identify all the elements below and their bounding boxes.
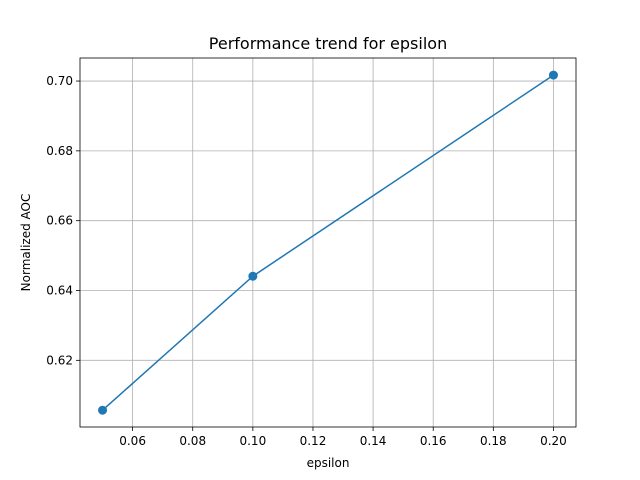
x-tick-label: 0.10 [239,434,266,448]
chart-title: Performance trend for epsilon [209,34,447,53]
y-tick-label: 0.70 [46,74,73,88]
y-tick-label: 0.68 [46,144,73,158]
y-tick-label: 0.64 [46,284,73,298]
x-tick-label: 0.16 [420,434,447,448]
x-tick-label: 0.14 [360,434,387,448]
data-point [248,271,258,281]
data-point [98,405,108,415]
x-tick-label: 0.20 [540,434,567,448]
y-axis-label: Normalized AOC [19,194,33,292]
series-group [98,70,558,415]
plot-frame [79,57,577,428]
x-axis-label: epsilon [307,456,350,470]
x-tick-label: 0.18 [480,434,507,448]
x-tick-label: 0.12 [300,434,327,448]
axis-ticks: 0.06 0.08 0.10 0.12 0.14 0.16 0.18 0.20 0.62 0.64… [46,74,567,448]
data-point [548,70,558,80]
x-tick-label: 0.06 [119,434,146,448]
grid [80,58,576,427]
y-tick-label: 0.66 [46,214,73,228]
x-tick-label: 0.08 [179,434,206,448]
y-tick-label: 0.62 [46,353,73,367]
